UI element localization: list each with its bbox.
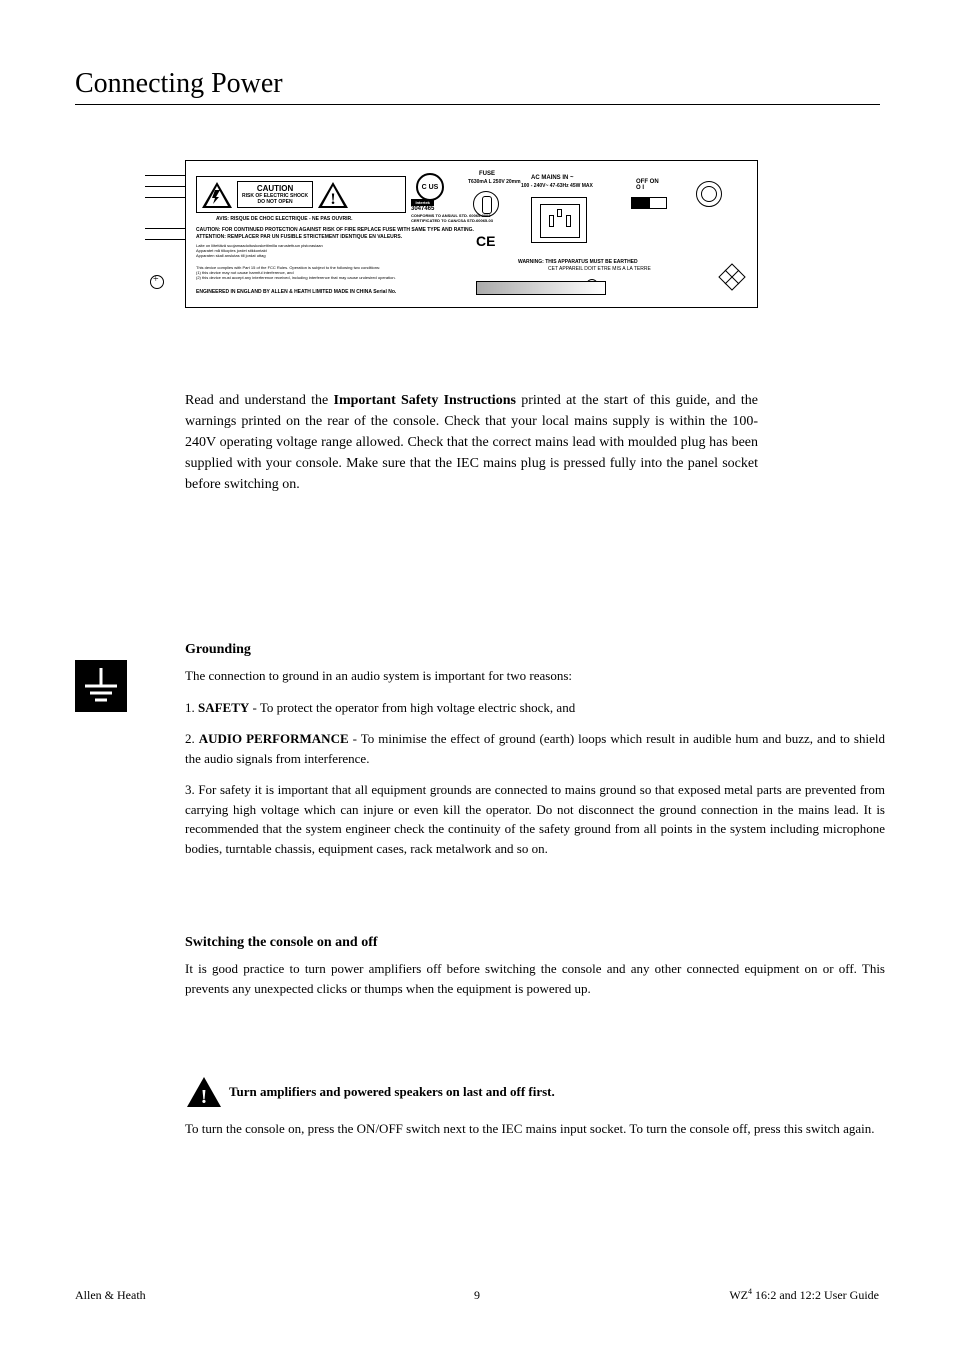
off-on-symbols: O I — [636, 185, 659, 191]
intertek-name: Intertek — [411, 199, 434, 206]
intro-before: Read and understand the — [185, 393, 334, 408]
caution-sub2: DO NOT OPEN — [242, 199, 308, 205]
item1-num: 1. — [185, 700, 198, 715]
mains-label: AC MAINS IN ~ — [531, 175, 574, 181]
switching-para-2: To turn the console on, press the ON/OFF… — [185, 1119, 885, 1139]
switching-heading: Switching the console on and off — [185, 935, 885, 951]
csa-mark-icon: C US — [416, 173, 444, 201]
ground-screw-icon — [150, 275, 164, 289]
grounding-item-3: 3. For safety it is important that all e… — [185, 780, 885, 858]
power-switch-icon — [631, 197, 667, 209]
intertek-label: Intertek 3047465 — [411, 199, 434, 212]
warning-earth-text: WARNING: THIS APPARATUS MUST BE EARTHED … — [518, 259, 651, 272]
cert-number: 3047465 — [411, 206, 434, 212]
fuse-caution-2: ATTENTION: REMPLACER PAR UN FUSIBLE STRI… — [196, 234, 474, 241]
intro-paragraph: Read and understand the Important Safety… — [185, 390, 758, 495]
connector-lines — [145, 175, 185, 208]
item2-bold: AUDIO PERFORMANCE — [199, 731, 349, 746]
iec-socket-icon — [531, 197, 587, 243]
fuse-caution-1: CAUTION: FOR CONTINUED PROTECTION AGAINS… — [196, 227, 474, 234]
item1-text: - To protect the operator from high volt… — [249, 700, 575, 715]
svg-text:!: ! — [330, 191, 335, 208]
fuse-label: FUSE — [479, 171, 495, 177]
nordic-3: Apparaten skall anslutas till jordat utt… — [196, 253, 323, 258]
fcc-3: (2) this device must accept any interfer… — [196, 275, 396, 280]
nordic-text: Laite on liitettävä suojamaadoituskosket… — [196, 243, 323, 259]
title-underline — [75, 104, 880, 105]
grounding-intro: The connection to ground in an audio sys… — [185, 666, 885, 686]
bottom-right-shapes — [717, 262, 747, 297]
grounding-heading: Grounding — [185, 642, 885, 658]
fuse-holder-icon — [473, 191, 499, 217]
lightning-triangle-icon — [200, 180, 234, 210]
warning-triangle-icon: ! — [185, 1075, 223, 1109]
connector-lines-2 — [145, 228, 185, 250]
off-on-label: OFF ON O I — [636, 179, 659, 191]
warning-line: ! Turn amplifiers and powered speakers o… — [185, 1075, 885, 1109]
mains-rating: 100 - 240V~ 47-63Hz 45W MAX — [521, 183, 593, 189]
intro-bold: Important Safety Instructions — [334, 393, 516, 408]
switching-para-1: It is good practice to turn power amplif… — [185, 959, 885, 998]
rear-panel-diagram: CAUTION RISK OF ELECTRIC SHOCK DO NOT OP… — [185, 160, 758, 308]
grounding-item-1: 1. SAFETY - To protect the operator from… — [185, 698, 885, 718]
screw-icon — [696, 181, 722, 207]
fuse-caution-text: CAUTION: FOR CONTINUED PROTECTION AGAINS… — [196, 227, 474, 240]
grounding-item-2: 2. AUDIO PERFORMANCE - To minimise the e… — [185, 729, 885, 768]
engineered-text: ENGINEERED IN ENGLAND BY ALLEN & HEATH L… — [196, 289, 396, 295]
footer-prefix: WZ — [729, 1288, 748, 1302]
footer-page-number: 9 — [474, 1288, 480, 1303]
warning-earth-2: CET APPAREIL DOIT ETRE MIS A LA TERRE — [518, 266, 651, 273]
grounding-section: Grounding The connection to ground in an… — [185, 642, 885, 870]
footer-suffix: 16:2 and 12:2 User Guide — [752, 1288, 879, 1302]
caution-box: CAUTION RISK OF ELECTRIC SHOCK DO NOT OP… — [196, 176, 406, 213]
conforms-2: CERTIFICATED TO CAN/CSA STD.60065-03 — [411, 219, 493, 224]
fuse-rating: T630mA L 250V 20mm — [468, 179, 521, 185]
fcc-text: This device complies with Part 15 of the… — [196, 265, 396, 281]
ground-symbol-icon — [75, 660, 127, 712]
panel-outline: CAUTION RISK OF ELECTRIC SHOCK DO NOT OP… — [185, 160, 758, 308]
caution-title: CAUTION — [242, 184, 308, 193]
warning-bold-text: Turn amplifiers and powered speakers on … — [229, 1084, 555, 1100]
item2-num: 2. — [185, 731, 199, 746]
exclamation-triangle-icon: ! — [316, 180, 350, 210]
item1-bold: SAFETY — [198, 700, 249, 715]
ce-mark-icon: CE — [476, 233, 495, 249]
warning-earth-1: WARNING: THIS APPARATUS MUST BE EARTHED — [518, 259, 651, 266]
serial-number-box — [476, 281, 606, 295]
avis-text: AVIS: RISQUE DE CHOC ELECTRIQUE - NE PAS… — [216, 216, 353, 222]
warning-section: ! Turn amplifiers and powered speakers o… — [185, 1075, 885, 1151]
page-title: Connecting Power — [75, 68, 283, 100]
svg-text:!: ! — [201, 1086, 208, 1108]
caution-text-box: CAUTION RISK OF ELECTRIC SHOCK DO NOT OP… — [237, 181, 313, 208]
switching-section: Switching the console on and off It is g… — [185, 935, 885, 1010]
footer-right: WZ4 16:2 and 12:2 User Guide — [729, 1287, 879, 1303]
footer-left: Allen & Heath — [75, 1288, 146, 1303]
